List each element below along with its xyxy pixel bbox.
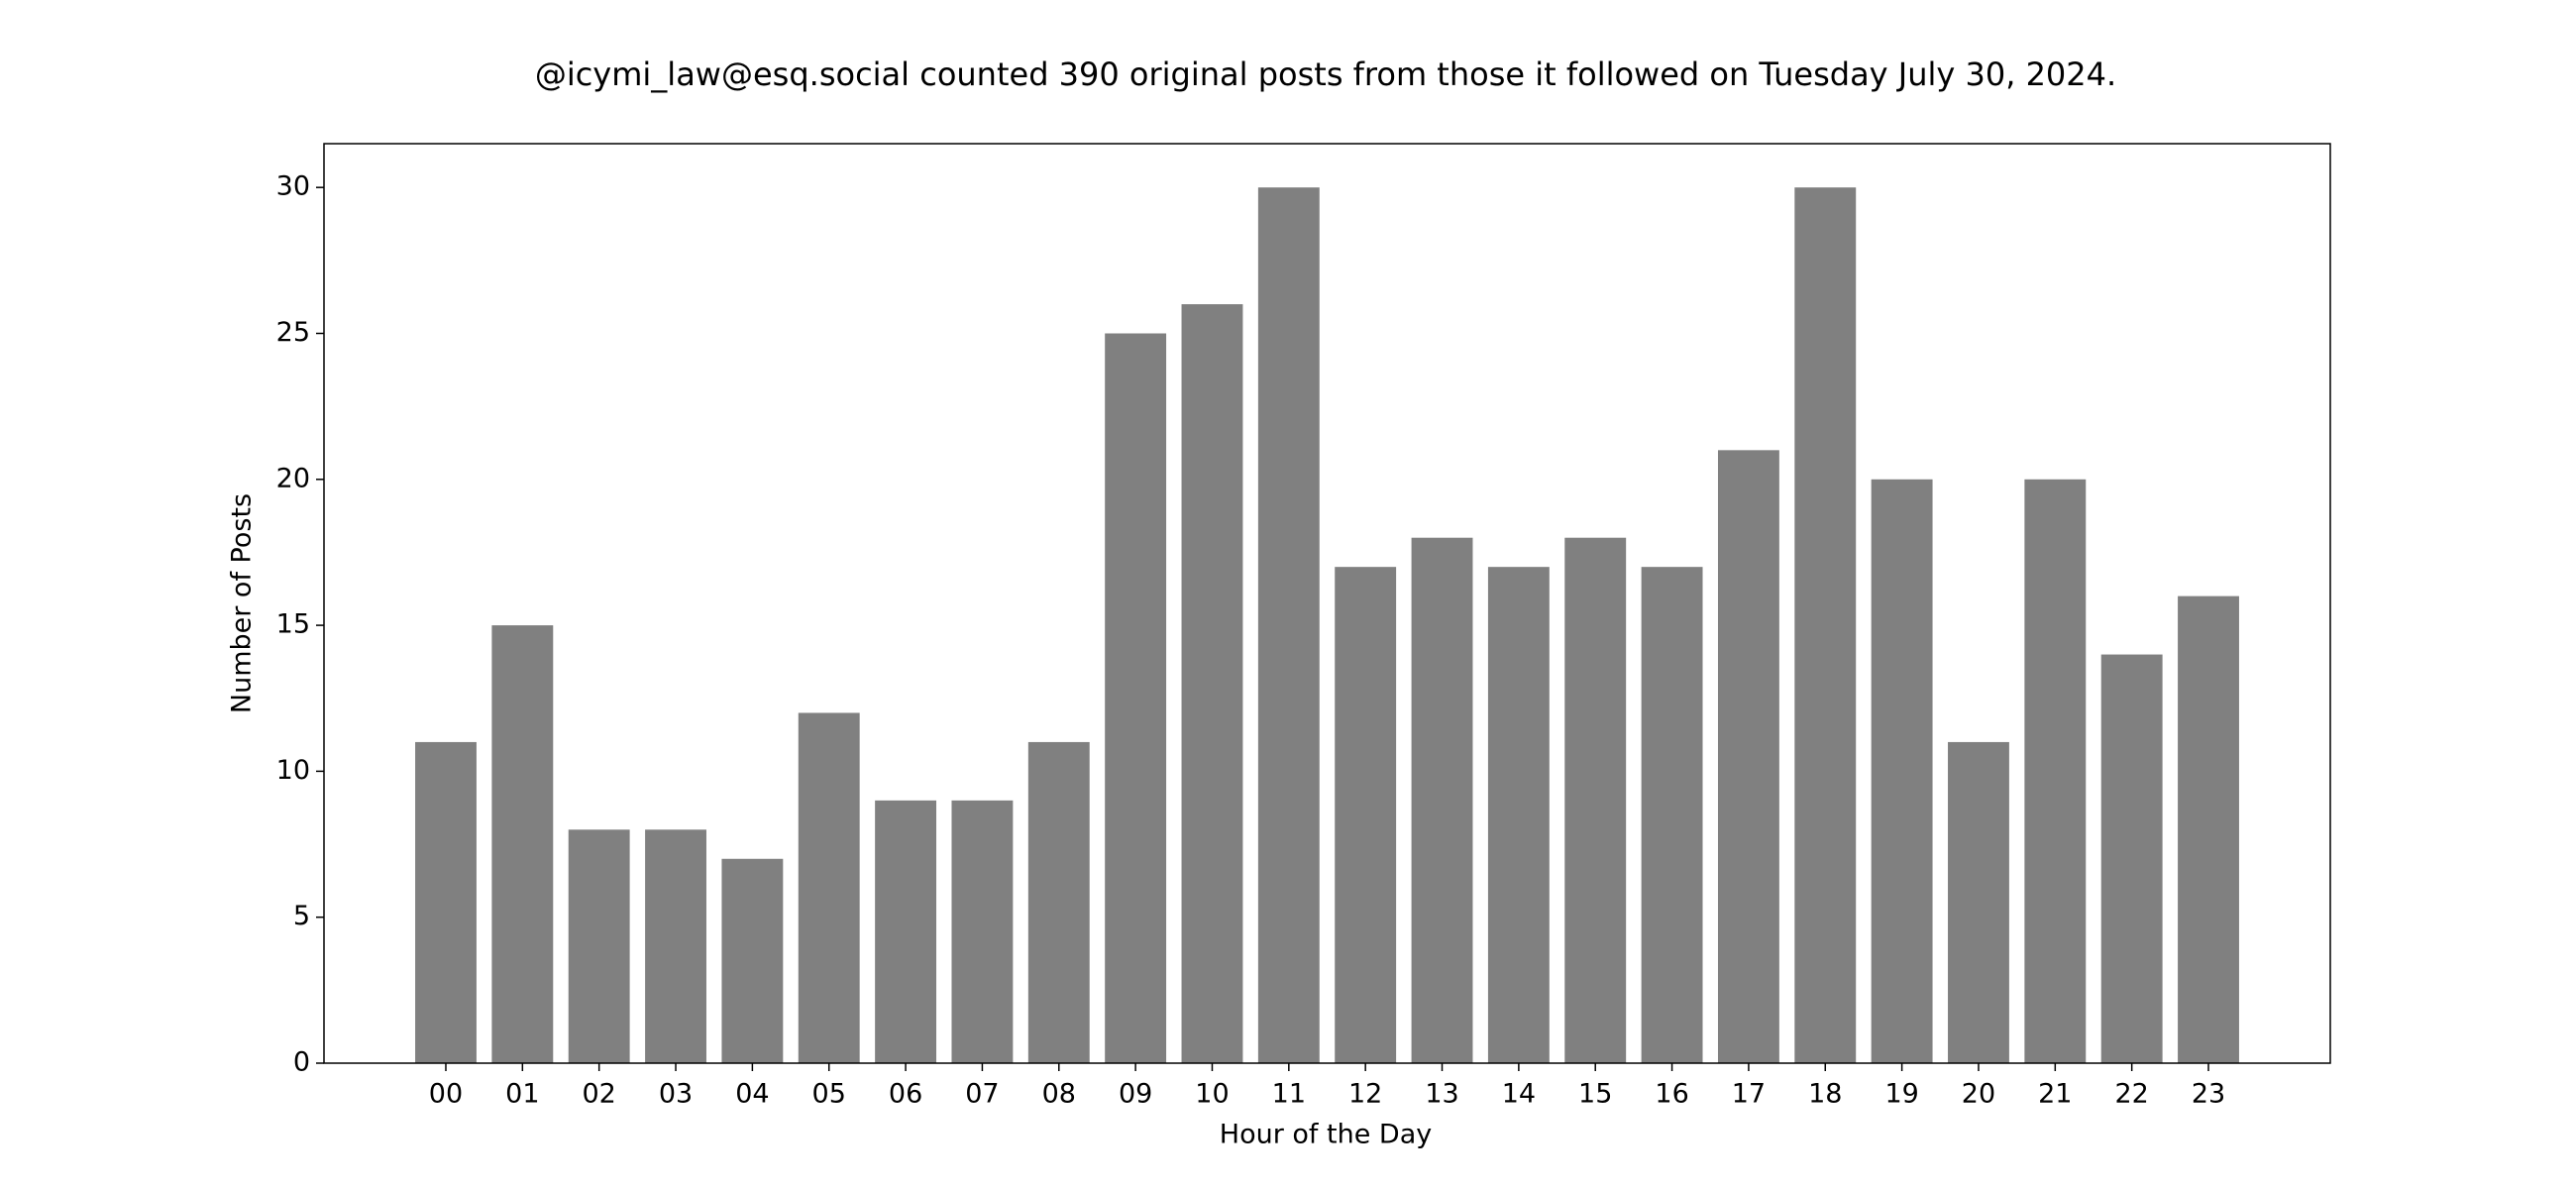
y-tick-label: 30 <box>276 171 310 202</box>
bar <box>1105 333 1167 1063</box>
bar <box>951 800 1014 1063</box>
y-tick-label: 0 <box>293 1047 310 1078</box>
bar <box>875 800 937 1063</box>
y-tick-label: 20 <box>276 463 310 493</box>
x-tick-label: 23 <box>2192 1079 2225 1110</box>
x-tick-label: 02 <box>583 1079 616 1110</box>
bar <box>2100 654 2163 1063</box>
bar <box>1181 304 1243 1063</box>
bar <box>1794 187 1857 1063</box>
x-tick-label: 18 <box>1808 1079 1842 1110</box>
y-tick-label: 15 <box>276 609 310 640</box>
y-axis-label: Number of Posts <box>227 493 258 713</box>
x-tick-label: 14 <box>1502 1079 1536 1110</box>
x-tick-label: 10 <box>1195 1079 1229 1110</box>
bar <box>1641 567 1703 1063</box>
x-tick-label: 11 <box>1272 1079 1306 1110</box>
x-tick-label: 07 <box>965 1079 999 1110</box>
x-tick-label: 21 <box>2038 1079 2072 1110</box>
plot-frame <box>323 143 2331 1064</box>
x-tick-label: 04 <box>735 1079 769 1110</box>
y-tick-label: 25 <box>276 317 310 348</box>
x-tick-label: 00 <box>429 1079 463 1110</box>
x-tick-label: 08 <box>1042 1079 1076 1110</box>
x-tick-label: 06 <box>889 1079 922 1110</box>
x-tick-label: 20 <box>1962 1079 1995 1110</box>
bar <box>645 829 706 1063</box>
x-axis-label: Hour of the Day <box>1220 1120 1432 1150</box>
x-tick-label: 12 <box>1348 1079 1382 1110</box>
x-tick-label: 01 <box>505 1079 539 1110</box>
bar <box>1487 567 1550 1063</box>
y-tick-label: 10 <box>276 755 310 786</box>
y-tick-label: 5 <box>293 901 310 931</box>
bar <box>1027 741 1090 1063</box>
bar <box>798 712 860 1063</box>
x-tick-label: 16 <box>1655 1079 1688 1110</box>
bar <box>1948 741 2009 1063</box>
bar <box>1871 479 1933 1063</box>
x-tick-label: 17 <box>1732 1079 1766 1110</box>
bar <box>1564 537 1627 1063</box>
bar <box>1411 537 1473 1063</box>
bar <box>2024 479 2087 1063</box>
x-tick-label: 22 <box>2114 1079 2148 1110</box>
bar <box>1257 187 1320 1063</box>
bar <box>2178 595 2239 1063</box>
x-tick-label: 19 <box>1884 1079 1918 1110</box>
x-tick-label: 03 <box>659 1079 693 1110</box>
x-tick-label: 13 <box>1425 1079 1458 1110</box>
x-tick-label: 05 <box>812 1079 846 1110</box>
bar <box>491 625 554 1063</box>
x-tick-label: 09 <box>1119 1079 1152 1110</box>
bar <box>415 741 477 1063</box>
bar <box>1717 450 1779 1063</box>
x-tick-label: 15 <box>1578 1079 1612 1110</box>
bar <box>1335 567 1397 1063</box>
bar <box>721 858 784 1063</box>
bar <box>568 829 630 1063</box>
chart-title: @icymi_law@esq.social counted 390 origin… <box>535 55 2116 93</box>
